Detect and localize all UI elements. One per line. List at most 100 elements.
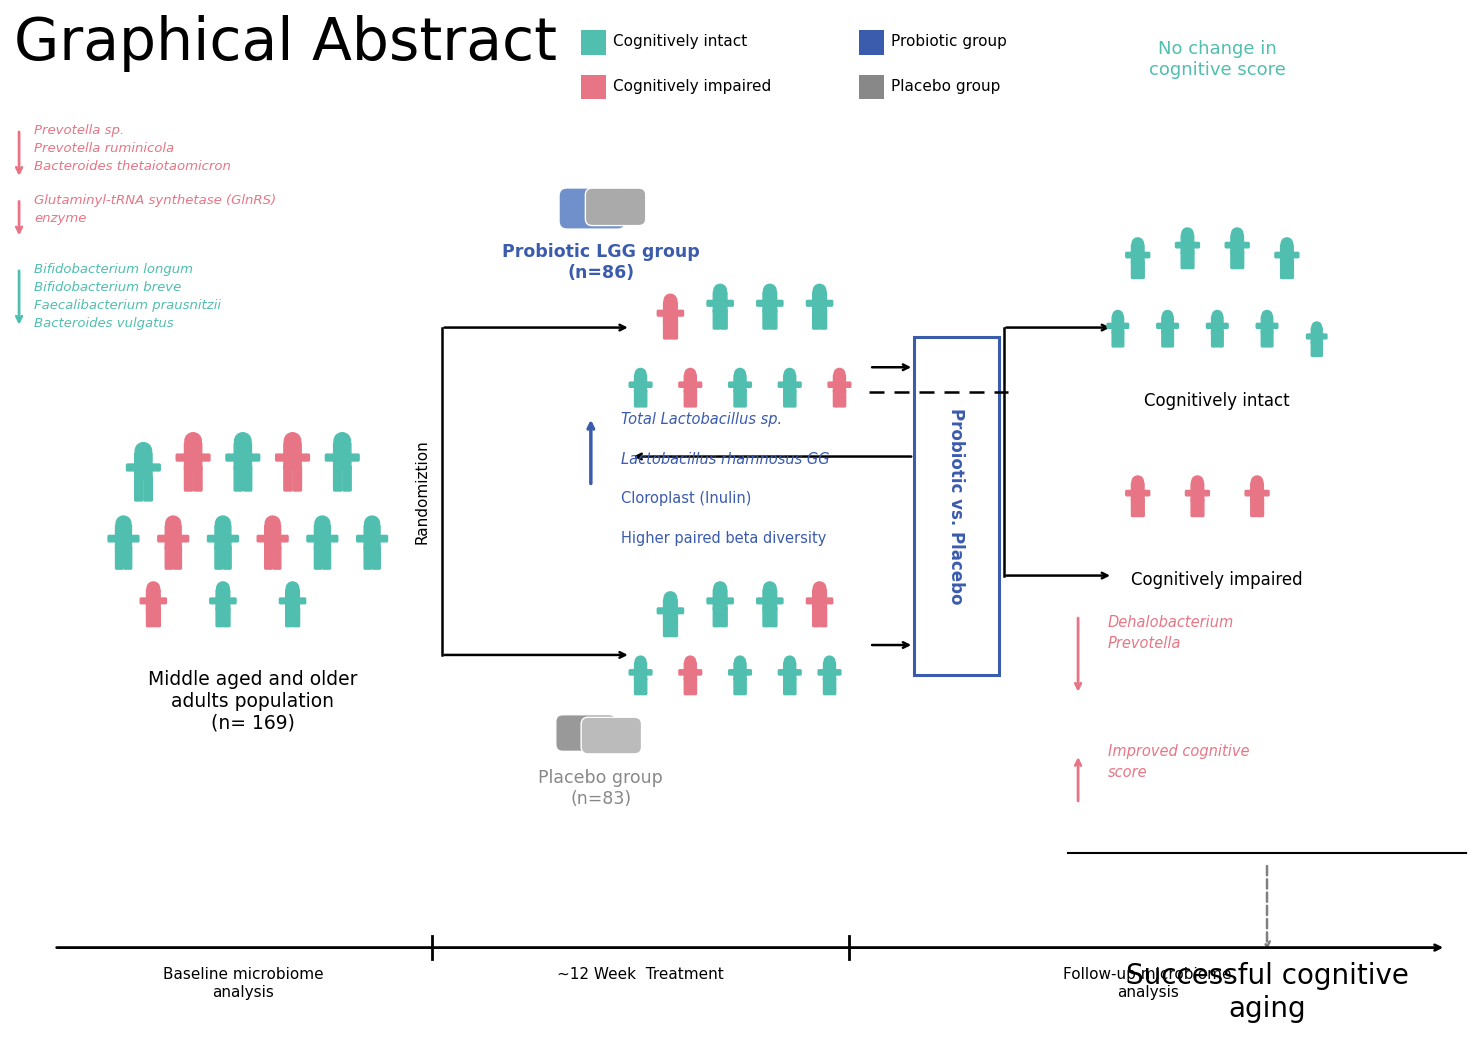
Circle shape — [835, 368, 845, 379]
FancyBboxPatch shape — [1267, 331, 1273, 347]
Circle shape — [1231, 228, 1243, 240]
FancyBboxPatch shape — [694, 669, 702, 675]
Circle shape — [685, 368, 696, 379]
FancyBboxPatch shape — [559, 188, 626, 229]
FancyBboxPatch shape — [833, 390, 839, 407]
FancyBboxPatch shape — [1212, 316, 1222, 334]
Circle shape — [315, 516, 330, 531]
FancyBboxPatch shape — [284, 442, 302, 470]
Text: Cognitively impaired: Cognitively impaired — [1132, 571, 1302, 589]
FancyBboxPatch shape — [1251, 499, 1257, 517]
FancyBboxPatch shape — [743, 669, 752, 675]
FancyBboxPatch shape — [690, 390, 697, 407]
FancyBboxPatch shape — [278, 536, 289, 542]
Circle shape — [814, 285, 826, 297]
FancyBboxPatch shape — [635, 390, 641, 407]
FancyBboxPatch shape — [734, 678, 740, 695]
Circle shape — [713, 582, 727, 594]
FancyBboxPatch shape — [833, 374, 845, 392]
FancyBboxPatch shape — [684, 678, 690, 695]
FancyBboxPatch shape — [728, 669, 737, 675]
FancyBboxPatch shape — [207, 536, 218, 542]
Bar — [860, 74, 884, 99]
FancyBboxPatch shape — [1261, 316, 1273, 334]
Circle shape — [784, 368, 795, 379]
FancyBboxPatch shape — [1191, 243, 1199, 248]
FancyBboxPatch shape — [215, 525, 231, 549]
FancyBboxPatch shape — [265, 525, 281, 549]
FancyBboxPatch shape — [824, 598, 833, 604]
FancyBboxPatch shape — [299, 454, 309, 461]
FancyBboxPatch shape — [725, 598, 733, 604]
Text: Prevotella sp.
Prevotella ruminicola
Bacteroides thetaiotaomicron: Prevotella sp. Prevotella ruminicola Bac… — [34, 124, 231, 174]
FancyBboxPatch shape — [770, 310, 777, 329]
FancyBboxPatch shape — [1231, 234, 1243, 253]
FancyBboxPatch shape — [228, 598, 235, 604]
FancyBboxPatch shape — [297, 598, 306, 604]
Circle shape — [1113, 311, 1123, 321]
Circle shape — [784, 656, 795, 667]
FancyBboxPatch shape — [807, 598, 815, 604]
FancyBboxPatch shape — [234, 467, 243, 491]
FancyBboxPatch shape — [813, 310, 820, 329]
Circle shape — [665, 592, 676, 605]
FancyBboxPatch shape — [725, 300, 733, 306]
FancyBboxPatch shape — [210, 598, 219, 604]
Circle shape — [135, 442, 151, 459]
FancyBboxPatch shape — [764, 310, 770, 329]
Circle shape — [764, 285, 776, 297]
FancyBboxPatch shape — [1162, 316, 1174, 334]
FancyBboxPatch shape — [784, 662, 796, 680]
Text: Placebo group: Placebo group — [891, 79, 1000, 94]
FancyBboxPatch shape — [713, 589, 727, 610]
FancyBboxPatch shape — [1311, 327, 1322, 344]
FancyBboxPatch shape — [844, 382, 851, 387]
FancyBboxPatch shape — [778, 669, 786, 675]
FancyBboxPatch shape — [274, 546, 281, 569]
Circle shape — [115, 516, 130, 531]
FancyBboxPatch shape — [1141, 491, 1150, 496]
Circle shape — [334, 433, 351, 449]
FancyBboxPatch shape — [663, 617, 670, 637]
FancyBboxPatch shape — [663, 599, 678, 620]
Circle shape — [1212, 311, 1222, 321]
FancyBboxPatch shape — [126, 464, 138, 471]
FancyBboxPatch shape — [223, 546, 231, 569]
FancyBboxPatch shape — [1132, 482, 1144, 501]
Circle shape — [665, 294, 676, 306]
Text: Bifidobacterium longum
Bifidobacterium breve
Faecalibacterium prausnitzii
Bacter: Bifidobacterium longum Bifidobacterium b… — [34, 264, 221, 331]
FancyBboxPatch shape — [1171, 323, 1178, 328]
Text: Dehalobacterium
Prevotella: Dehalobacterium Prevotella — [1109, 615, 1234, 652]
Circle shape — [713, 285, 727, 297]
Text: Cognitively impaired: Cognitively impaired — [613, 79, 771, 94]
FancyBboxPatch shape — [364, 525, 380, 549]
FancyBboxPatch shape — [1206, 323, 1214, 328]
FancyBboxPatch shape — [185, 467, 192, 491]
FancyBboxPatch shape — [764, 589, 777, 610]
FancyBboxPatch shape — [1225, 243, 1233, 248]
FancyBboxPatch shape — [770, 607, 777, 627]
Circle shape — [1132, 476, 1144, 487]
FancyBboxPatch shape — [740, 390, 746, 407]
FancyBboxPatch shape — [147, 589, 160, 610]
FancyBboxPatch shape — [249, 454, 259, 461]
FancyBboxPatch shape — [329, 536, 337, 542]
Circle shape — [147, 582, 160, 594]
Text: Glutaminyl-tRNA synthetase (GlnRS)
enzyme: Glutaminyl-tRNA synthetase (GlnRS) enzym… — [34, 194, 277, 225]
FancyBboxPatch shape — [1245, 491, 1254, 496]
FancyBboxPatch shape — [306, 536, 317, 542]
FancyBboxPatch shape — [839, 390, 845, 407]
FancyBboxPatch shape — [670, 319, 678, 339]
Circle shape — [1191, 476, 1203, 487]
Circle shape — [1132, 237, 1144, 249]
FancyBboxPatch shape — [694, 382, 702, 387]
Circle shape — [216, 582, 229, 594]
FancyBboxPatch shape — [1126, 491, 1134, 496]
FancyBboxPatch shape — [200, 454, 210, 461]
FancyBboxPatch shape — [293, 607, 299, 627]
FancyBboxPatch shape — [734, 374, 746, 392]
FancyBboxPatch shape — [223, 607, 229, 627]
FancyBboxPatch shape — [166, 525, 181, 549]
Text: Cognitively intact: Cognitively intact — [1144, 392, 1291, 410]
FancyBboxPatch shape — [1212, 331, 1218, 347]
